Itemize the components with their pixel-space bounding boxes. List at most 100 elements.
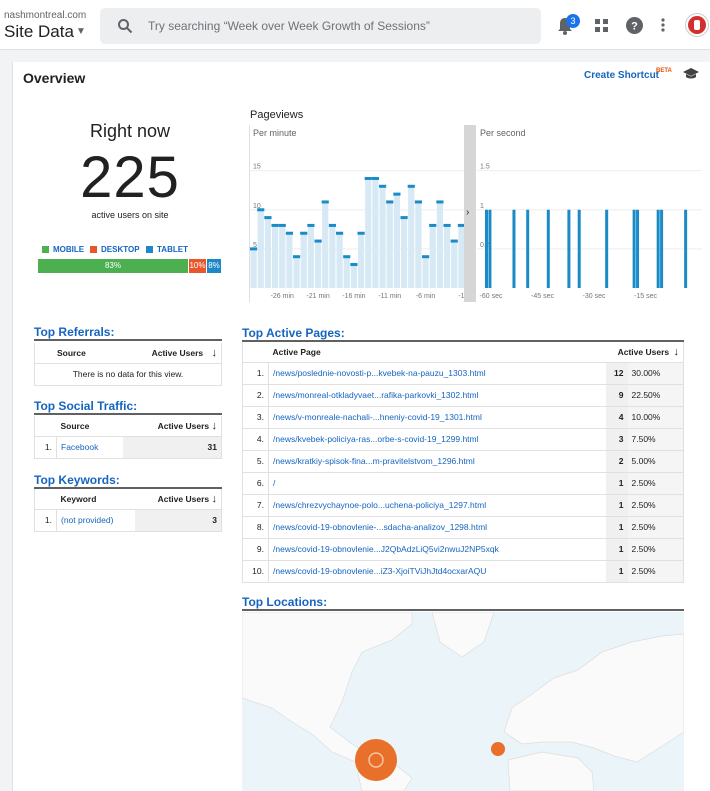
y-tick-label: 1.5 <box>480 164 490 171</box>
pageview-second-bar <box>526 209 530 288</box>
x-tick-label: -60 sec <box>480 293 503 300</box>
active-page-link[interactable]: /news/kratkiy-spisok-fina...m-pravitelst… <box>268 450 606 473</box>
pageview-bar <box>372 178 379 288</box>
pageview-bar <box>365 178 372 288</box>
pageview-bar-top <box>314 239 322 243</box>
pageview-bar-top <box>386 200 394 204</box>
pageview-bar <box>422 256 429 288</box>
table-row: 3./news/v-monreale-nachali-...hneniy-cov… <box>242 406 684 429</box>
per-second-chart: Per second 1.5 1 0.5 -60 sec -45 sec -30 sec -… <box>477 125 702 302</box>
site-url: nashmontreal.com <box>4 10 87 21</box>
africa-shape <box>507 751 595 791</box>
pageview-second-bar <box>546 209 550 288</box>
active-page-link[interactable]: /news/v-monreale-nachali-...hneniy-covid… <box>268 406 606 429</box>
x-tick-label: -11 min <box>378 293 401 300</box>
active-page-link[interactable]: / <box>268 472 606 495</box>
pageview-bar-top <box>321 200 329 204</box>
active-page-link[interactable]: /news/chrezvychaynoe-polo...uchena-polic… <box>268 494 606 517</box>
table-row: 4./news/kvebek-policiya-ras...orbe-s-cov… <box>242 428 684 451</box>
legend-mobile: MOBILE <box>42 245 84 254</box>
pageview-bar-top <box>307 223 315 227</box>
x-tick-label: -21 min <box>306 293 329 300</box>
active-page-link[interactable]: /news/poslednie-novosti-p...kvebek-na-pa… <box>268 362 606 385</box>
keyword-link[interactable]: (not provided) <box>56 509 135 532</box>
per-second-label: Per second <box>480 128 526 138</box>
table-row: 10./news/covid-19-obnovlenie...iZ3-XjoiT… <box>242 560 684 583</box>
active-page-link[interactable]: /news/covid-19-obnovlenie-...sdacha-anal… <box>268 516 606 539</box>
search-box[interactable] <box>100 8 541 44</box>
pageview-bar <box>401 217 408 288</box>
right-now-label: Right now <box>89 121 171 141</box>
table-header: Source Active Users ↓ <box>34 416 222 437</box>
active-pages-table: Active Page Active Users ↓ 1./news/posle… <box>242 342 684 583</box>
pageview-bar-top <box>300 231 308 235</box>
pageview-bar <box>329 225 336 288</box>
social-table: Source Active Users ↓ 1. Facebook 31 <box>34 416 222 459</box>
col-active-users[interactable]: Active Users ↓ <box>123 416 222 437</box>
europe-location-marker[interactable] <box>491 742 505 756</box>
avatar[interactable] <box>686 14 708 36</box>
col-source[interactable]: Source <box>34 343 115 364</box>
col-active-users[interactable]: Active Users ↓ <box>114 343 222 364</box>
pageview-bar-top <box>429 223 437 227</box>
per-second-svg: 1.5 1 0.5 -60 sec -45 sec -30 sec -15 sec <box>477 164 702 300</box>
source-link[interactable]: Facebook <box>56 436 123 459</box>
pageview-bar <box>250 248 257 288</box>
pageview-bar-top <box>379 184 387 188</box>
pageview-second-bar <box>512 209 516 288</box>
x-tick-label: -30 sec <box>583 293 606 300</box>
pageview-bar <box>293 256 300 288</box>
active-users-label: active users on site <box>91 210 169 220</box>
keywords-table: Keyword Active Users ↓ 1. (not provided)… <box>34 489 222 532</box>
help-icon[interactable]: ? <box>626 17 643 34</box>
pageview-bar <box>279 225 286 288</box>
active-page-link[interactable]: /news/monreal-otkladyvaet...rafika-parko… <box>268 384 606 407</box>
pageview-bar <box>386 201 393 288</box>
empty-message: There is no data for this view. <box>34 363 222 386</box>
top-active-pages-heading: Top Active Pages: <box>242 326 684 342</box>
pageview-bar-top <box>422 255 430 259</box>
table-row: 8./news/covid-19-obnovlenie-...sdacha-an… <box>242 516 684 539</box>
col-source[interactable]: Source <box>56 416 123 437</box>
col-active-page[interactable]: Active Page <box>268 342 606 363</box>
legend-desktop: DESKTOP <box>90 245 140 254</box>
table-header: Source Active Users ↓ <box>34 343 222 364</box>
montreal-location-marker[interactable] <box>355 739 397 781</box>
pageview-bar-top <box>436 200 444 204</box>
table-row: 1. (not provided) 3 <box>34 509 222 532</box>
chart-expand-toggle[interactable]: › <box>464 125 476 302</box>
graduation-cap-icon[interactable] <box>683 68 699 80</box>
mobile-share-segment: 83% <box>38 259 188 273</box>
apps-grid-icon[interactable] <box>595 19 608 32</box>
pageview-bar <box>415 201 422 288</box>
pageview-bar <box>436 201 443 288</box>
per-minute-svg: 15 10 5 -26 min -21 min -16 min -11 min -6 min -… <box>250 164 465 300</box>
col-active-users[interactable]: Active Users ↓ <box>134 489 222 510</box>
table-row: 1. Facebook 31 <box>34 436 222 459</box>
locations-map[interactable] <box>242 612 684 791</box>
search-input[interactable] <box>148 17 528 35</box>
pageview-bar-top <box>278 223 286 227</box>
top-locations-heading: Top Locations: <box>242 595 684 611</box>
pageview-bar <box>315 241 322 288</box>
create-shortcut-link[interactable]: Create Shortcut <box>584 70 660 81</box>
col-keyword[interactable]: Keyword <box>56 489 135 510</box>
active-page-link[interactable]: /news/kvebek-policiya-ras...orbe-s-covid… <box>268 428 606 451</box>
active-page-link[interactable]: /news/covid-19-obnovlenie...iZ3-XjoiTViJ… <box>268 560 606 583</box>
per-minute-chart: Per minute 15 10 5 -26 min -21 min -16 min -11… <box>249 125 465 302</box>
more-vert-icon[interactable] <box>661 18 665 32</box>
col-active-users[interactable]: Active Users ↓ <box>605 342 684 363</box>
pageview-bar-top <box>414 200 422 204</box>
pageview-bar-top <box>271 223 279 227</box>
svg-text:?: ? <box>631 21 638 33</box>
chevron-down-icon[interactable]: ▼ <box>76 26 86 37</box>
active-page-link[interactable]: /news/covid-19-obnovlenie...J2QbAdzLiQ5v… <box>268 538 606 561</box>
site-selector[interactable]: Site Data <box>4 22 74 41</box>
greenland-shape <box>431 612 495 658</box>
pageview-bar-top <box>336 231 344 235</box>
pageview-bar-top <box>350 263 358 267</box>
per-minute-label: Per minute <box>253 128 297 138</box>
pageview-bar <box>429 225 436 288</box>
pageview-bar <box>408 186 415 288</box>
pageview-bar-top <box>393 192 401 196</box>
